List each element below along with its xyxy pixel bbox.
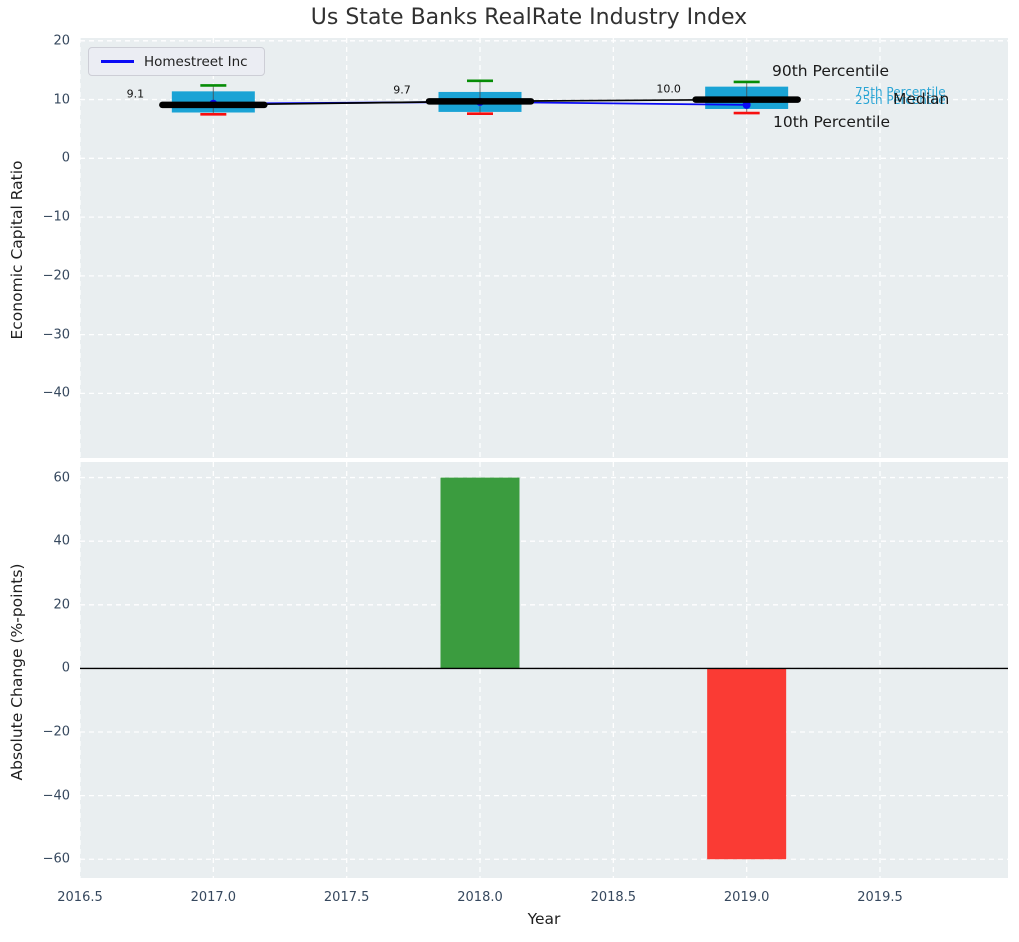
x-tick-label: 2018.0 (457, 890, 503, 905)
top-y-tick-label: −20 (42, 268, 70, 284)
top-y-tick-label: 10 (53, 92, 70, 108)
bottom-y-tick-label: 20 (53, 597, 70, 613)
bottom-plot-area (80, 462, 1008, 878)
x-axis-label: Year (527, 910, 561, 928)
legend-label: Homestreet Inc (144, 53, 248, 70)
chart-title: Us State Banks RealRate Industry Index (310, 5, 748, 30)
bar-negative-change (707, 668, 787, 860)
median-value-annotation: 9.7 (393, 83, 411, 97)
x-tick-label: 2017.0 (190, 890, 237, 905)
median-value-annotation: 9.1 (126, 87, 145, 101)
x-tick-label: 2018.5 (590, 890, 637, 905)
percentile-label-10th-percentile: 10th Percentile (773, 113, 891, 131)
x-tick-label: 2019.5 (857, 890, 903, 905)
bottom-y-tick-label: 60 (53, 470, 70, 486)
bottom-y-tick-label: −60 (42, 851, 70, 867)
percentile-label-75th-percentile: 75th Percentile (855, 85, 946, 99)
homestreet-point (742, 100, 751, 109)
percentile-label-median: Median (893, 90, 950, 108)
percentile-label-90th-percentile: 90th Percentile (772, 62, 890, 80)
bottom-y-tick-label: 40 (53, 533, 70, 549)
top-y-tick-label: −30 (42, 327, 70, 343)
median-value-annotation: 10.0 (656, 82, 681, 96)
x-tick-label: 2016.5 (57, 890, 103, 905)
legend: Homestreet Inc (88, 47, 265, 76)
top-y-tick-label: 20 (53, 33, 70, 49)
percentile-label-25th-percentile: 25th Percentile (855, 93, 946, 107)
bottom-y-tick-label: −40 (42, 788, 70, 804)
legend-line-sample (101, 59, 134, 64)
top-y-tick-label: −10 (42, 209, 70, 225)
bottom-y-tick-label: −20 (42, 724, 70, 740)
bar-positive-change (440, 477, 520, 669)
top-y-axis-label: Economic Capital Ratio (8, 160, 26, 340)
top-y-tick-label: 0 (61, 150, 70, 166)
bottom-y-tick-label: 0 (61, 660, 70, 676)
top-y-tick-label: −40 (42, 385, 70, 401)
x-tick-label: 2017.5 (323, 890, 370, 905)
x-tick-label: 2019.0 (723, 890, 770, 905)
